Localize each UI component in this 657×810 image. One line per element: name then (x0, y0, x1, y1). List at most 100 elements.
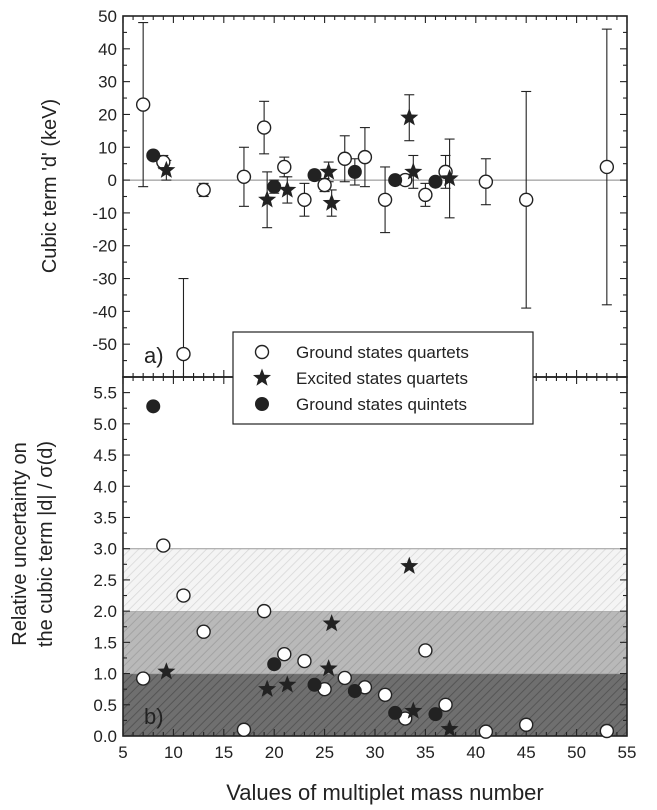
data-point-excited-states-quartets (278, 180, 297, 198)
data-point-excited-states-quartets (440, 719, 459, 737)
y-tick-label: 4.0 (93, 477, 117, 496)
data-point-ground-states-quartets (176, 588, 191, 603)
x-tick-label: 25 (315, 743, 334, 762)
data-point-ground-states-quartets (357, 149, 373, 165)
legend-label-ground-quintets: Ground states quintets (296, 395, 467, 414)
data-point-ground-states-quartets (277, 159, 292, 175)
y-tick-label: 0 (108, 171, 117, 190)
data-point-ground-states-quartets (317, 177, 332, 193)
data-point-ground-states-quartets (478, 174, 494, 189)
y-tick-label: 3.0 (93, 540, 117, 559)
data-point-ground-states-quartets (599, 723, 615, 739)
data-point-ground-states-quartets (135, 97, 151, 112)
data-point-ground-states-quartets (377, 192, 393, 207)
data-point-ground-states-quintets (267, 657, 282, 672)
data-point-ground-states-quintets (146, 399, 161, 414)
error-bars (138, 22, 612, 377)
data-point-ground-states-quartets (377, 687, 393, 702)
data-point-ground-states-quintets (388, 705, 403, 720)
data-point-excited-states-quartets (322, 614, 341, 632)
y-tick-label: 1.0 (93, 665, 117, 684)
y-tick-label: -40 (92, 302, 117, 321)
legend-marker-open-circle (254, 344, 270, 360)
data-point-excited-states-quartets (400, 108, 419, 126)
data-point-excited-states-quartets (258, 190, 277, 208)
y-tick-label: 2.5 (93, 571, 117, 590)
y-tick-label: 5.5 (93, 384, 117, 403)
uncertainty-bands (123, 548, 627, 736)
legend: Ground states quartets Excited states qu… (232, 331, 534, 425)
data-point-excited-states-quartets (319, 659, 338, 677)
data-point-ground-states-quintets (146, 148, 161, 163)
x-tick-label: 20 (265, 743, 284, 762)
data-point-ground-states-quartets (599, 159, 615, 175)
data-markers (135, 97, 615, 739)
panel-b-ylabel-line2: the cubic term |d| / σ(d) (35, 441, 57, 647)
legend-label-ground-quartets: Ground states quartets (296, 343, 469, 362)
x-tick-label: 30 (366, 743, 385, 762)
data-point-ground-states-quintets (267, 179, 282, 194)
legend-marker-star (252, 368, 272, 386)
data-point-ground-states-quartets (337, 670, 352, 686)
y-tick-label: 0.5 (93, 696, 117, 715)
data-point-excited-states-quartets (322, 193, 341, 211)
data-point-ground-states-quartets (236, 169, 252, 185)
band-dark (123, 673, 627, 736)
y-tick-label: 30 (98, 73, 117, 92)
data-point-ground-states-quintets (347, 164, 362, 179)
data-point-excited-states-quartets (157, 662, 176, 680)
y-tick-label: 1.5 (93, 633, 117, 652)
legend-label-excited-quartets: Excited states quartets (296, 369, 468, 388)
data-point-excited-states-quartets (404, 701, 423, 719)
y-tick-label: 2.0 (93, 602, 117, 621)
y-tick-label: 10 (98, 138, 117, 157)
data-point-ground-states-quintets (428, 707, 443, 722)
y-tick-label: 20 (98, 105, 117, 124)
y-tick-label: 3.5 (93, 508, 117, 527)
data-point-ground-states-quartets (478, 724, 494, 739)
data-point-excited-states-quartets (157, 160, 176, 178)
panel-b-label: b) (144, 704, 164, 729)
y-tick-label: 5.0 (93, 415, 117, 434)
x-tick-label: 5 (118, 743, 127, 762)
band-medium (123, 611, 627, 674)
x-tick-label: 15 (214, 743, 233, 762)
data-point-ground-states-quintets (307, 168, 322, 183)
data-point-ground-states-quintets (347, 684, 362, 699)
y-tick-label: 40 (98, 40, 117, 59)
panel-a-label: a) (144, 343, 164, 368)
x-tick-label: 35 (416, 743, 435, 762)
legend-box (232, 331, 534, 425)
data-point-excited-states-quartets (278, 675, 297, 693)
data-point-ground-states-quartets (256, 120, 272, 135)
x-axis-label: Values of multiplet mass number (226, 780, 544, 805)
y-tick-label: -20 (92, 237, 117, 256)
x-tick-label: 40 (466, 743, 485, 762)
data-point-ground-states-quartets (337, 151, 352, 166)
y-tick-label: -50 (92, 335, 117, 354)
y-tick-label: 50 (98, 7, 117, 26)
data-point-ground-states-quartets (297, 653, 312, 669)
data-point-excited-states-quartets (319, 162, 338, 180)
data-point-excited-states-quartets (258, 679, 277, 697)
x-tick-label: 10 (164, 743, 183, 762)
data-point-ground-states-quartets (418, 643, 433, 658)
panel-a-frame (122, 15, 628, 378)
data-point-ground-states-quartets (176, 346, 191, 362)
data-point-excited-states-quartets (440, 168, 459, 187)
x-tick-label: 50 (567, 743, 586, 762)
data-point-ground-states-quartets (519, 192, 534, 207)
x-tick-label: 55 (618, 743, 637, 762)
panel-a-ylabel: Cubic term 'd' (keV) (39, 99, 61, 273)
data-point-ground-states-quartets (438, 697, 453, 712)
data-point-ground-states-quartets (277, 647, 292, 662)
y-tick-label: 0.0 (93, 727, 117, 746)
data-point-ground-states-quintets (388, 173, 403, 188)
y-tick-label: 4.5 (93, 446, 117, 465)
tick-labels: 5 10 15 20 25 30 35 40 45 50 55 50 40 30 20 10 0 -10 -20 -3… (92, 7, 636, 762)
data-point-ground-states-quartets (519, 717, 534, 732)
data-point-ground-states-quintets (307, 677, 322, 692)
data-point-ground-states-quartets (236, 722, 252, 737)
